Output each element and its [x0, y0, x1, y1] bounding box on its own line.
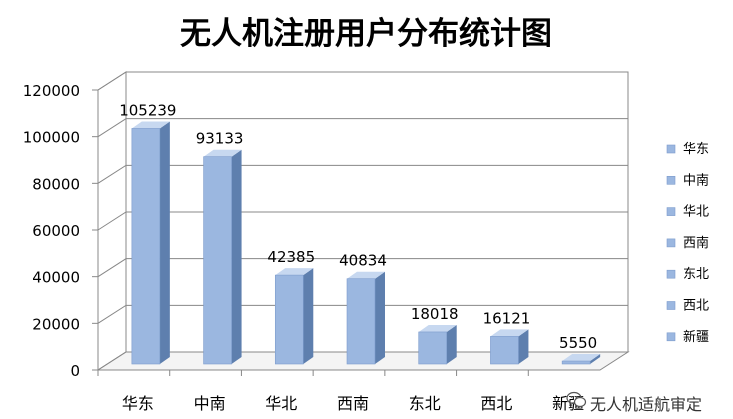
legend-label: 西南 [683, 235, 709, 251]
gridline [97, 304, 628, 324]
bar [274, 274, 304, 365]
bar [346, 278, 376, 365]
legend-swatch [666, 207, 676, 216]
gridline [97, 351, 628, 371]
bar-side [303, 268, 314, 364]
y-tick-label: 40000 [32, 269, 80, 287]
bar-top [562, 354, 601, 362]
bar-group: 5550 [559, 334, 601, 365]
bar-group: 18018 [411, 305, 459, 365]
bar-side [231, 149, 242, 364]
legend-label: 新疆 [683, 329, 709, 345]
bar [418, 331, 448, 365]
data-label: 105239 [119, 101, 176, 119]
legend-swatch [666, 238, 676, 248]
bar [203, 156, 232, 365]
y-tick-label: 100000 [23, 129, 80, 147]
bar-group: 40834 [339, 252, 387, 365]
legend-label: 华北 [683, 205, 709, 220]
bar-group: 93133 [196, 130, 244, 365]
bar-top [490, 329, 529, 337]
gridline [97, 258, 628, 278]
gridline [97, 118, 628, 138]
legend-label: 西北 [683, 299, 709, 314]
y-tick-label: 0 [70, 362, 80, 380]
y-tick-label: 80000 [32, 175, 80, 193]
data-label: 16121 [483, 309, 531, 327]
legend-label: 华东 [683, 142, 709, 157]
x-axis: 华东 中南 华北 西南 东北 西北 新疆 [97, 369, 600, 413]
data-label: 93133 [196, 130, 244, 148]
legend-swatch [666, 144, 676, 154]
bar-top [131, 121, 170, 129]
data-label: 5550 [559, 334, 597, 352]
y-tick-label: 120000 [23, 82, 80, 100]
bar-side [590, 354, 601, 364]
wechat-icon [566, 391, 587, 408]
watermark-text: 无人机适航审定 [590, 395, 702, 414]
x-tick-label: 华北 [265, 394, 297, 413]
legend-label: 中南 [683, 172, 709, 188]
y-tick-label: 60000 [32, 222, 80, 240]
bar-top [418, 324, 457, 332]
gridline [97, 211, 628, 231]
data-label: 42385 [267, 248, 315, 266]
data-label: 18018 [411, 305, 459, 323]
bar-group: 105239 [119, 101, 176, 365]
gridline [97, 71, 628, 91]
bar-side [159, 121, 170, 364]
watermark: 无人机适航审定 [566, 391, 702, 414]
x-tick-label: 西北 [480, 394, 512, 413]
legend-swatch [666, 301, 676, 310]
legend-swatch [666, 269, 676, 279]
y-axis: 0 20000 40000 60000 80000 100000 120000 [23, 82, 99, 380]
bar-group: 16121 [483, 309, 531, 365]
x-tick-label: 中南 [194, 394, 226, 413]
x-tick-label: 华东 [122, 394, 154, 413]
bars: 105239 93133 42385 40834 18018 16121 5550 [119, 101, 601, 365]
bar-side [518, 329, 529, 364]
bar-side [375, 271, 385, 364]
bar [131, 128, 161, 365]
chart-title: 无人机注册用户分布统计图 [180, 16, 552, 52]
bar [561, 360, 591, 365]
legend-swatch [666, 332, 676, 342]
bar-top [347, 271, 385, 279]
bar-side [446, 324, 457, 364]
y-tick-label: 20000 [32, 315, 80, 333]
bar-top [203, 149, 242, 157]
legend-label: 东北 [683, 267, 709, 282]
data-label: 40834 [339, 252, 387, 270]
x-tick-label: 西南 [337, 394, 369, 413]
bar-group: 42385 [267, 248, 315, 365]
bar [490, 336, 519, 365]
gridlines [97, 71, 628, 371]
gridline [97, 164, 628, 184]
bar-top [275, 268, 314, 276]
x-tick-label: 东北 [409, 394, 441, 413]
legend-swatch [666, 176, 676, 185]
